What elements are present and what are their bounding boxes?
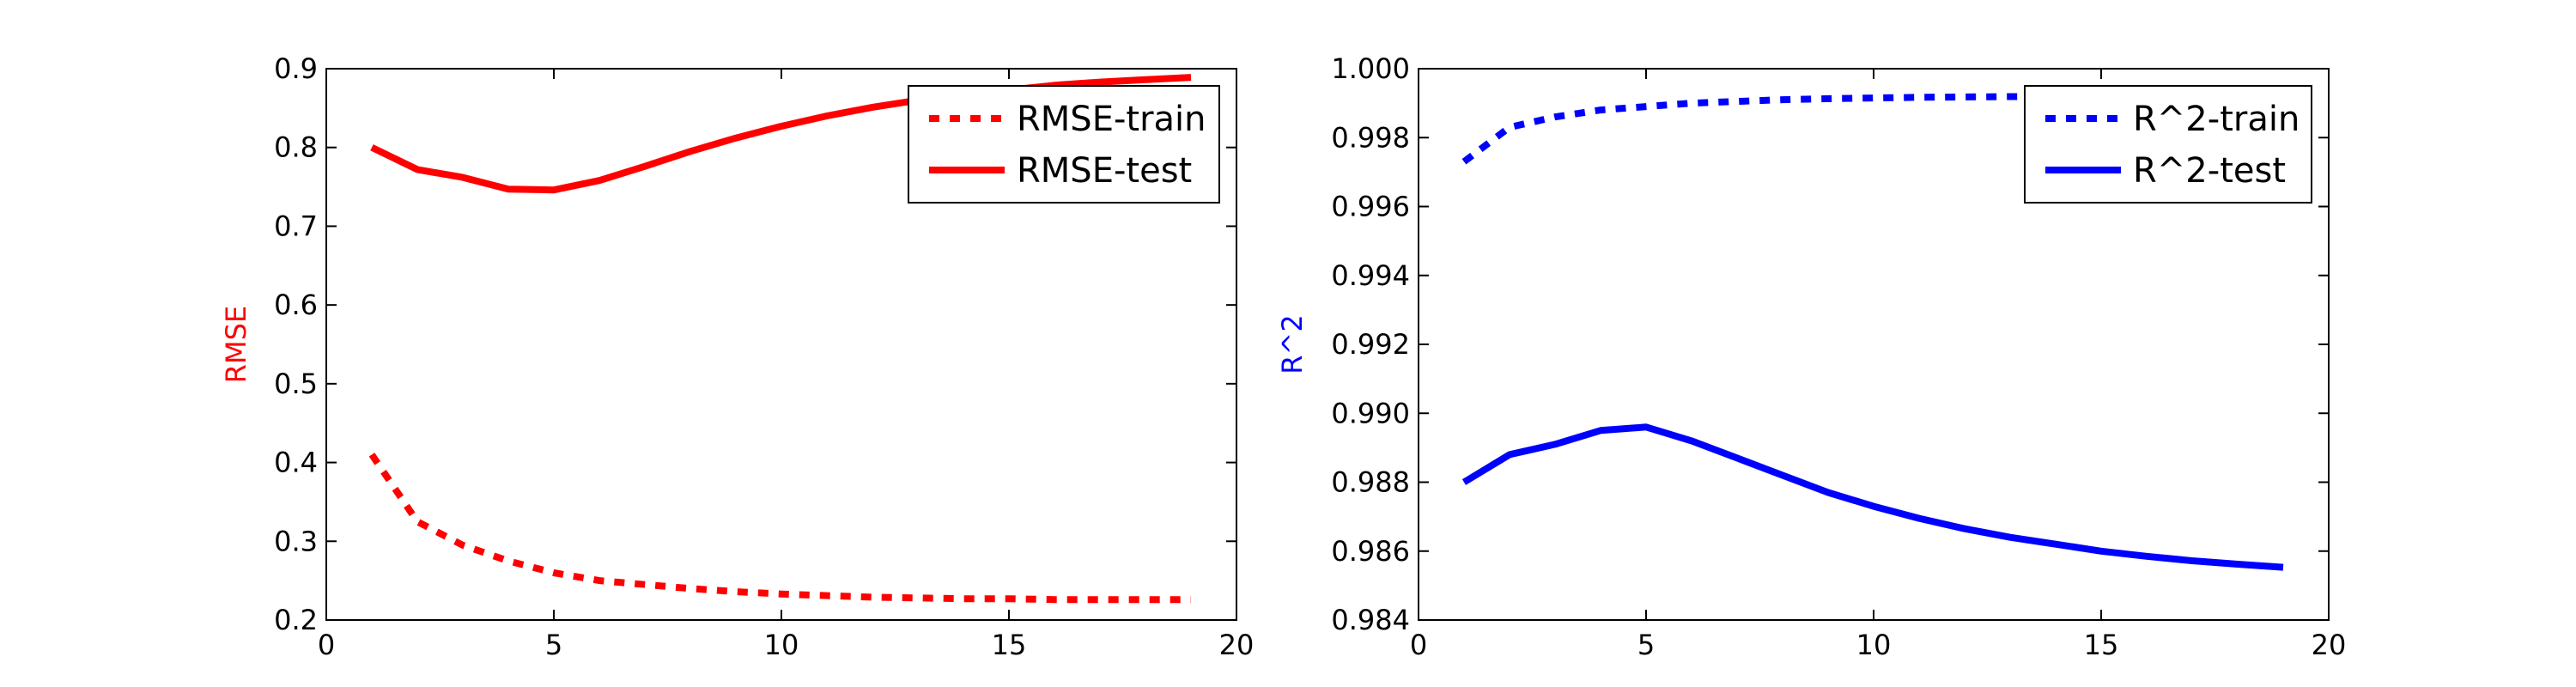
x-tick-label: 20	[2312, 629, 2347, 661]
series-line-rmse-train	[368, 453, 1191, 604]
legend: R^2-train R^2-test	[2024, 85, 2312, 204]
rmse-chart: 0 5 10 15 20 0.2 0.3 0.4 0.5 0.6 0.7 0.8 0.9 RMSE RMSE…	[220, 52, 1254, 661]
legend: RMSE-train RMSE-test	[908, 85, 1220, 204]
y-tick-label: 0.992	[1331, 328, 1410, 361]
y-axis-label: RMSE	[220, 306, 252, 383]
y-tick-label: 0.990	[1331, 397, 1410, 429]
series-line-r-2-test	[1461, 423, 2284, 571]
y-tick-label: 0.8	[274, 131, 318, 164]
y-tick-label: 0.984	[1331, 604, 1410, 636]
legend-entry-label: RMSE-test	[1017, 151, 1192, 191]
y-tick-label: 0.5	[274, 368, 318, 400]
y-tick-label: 0.988	[1331, 466, 1410, 499]
x-tick-label: 5	[545, 629, 562, 661]
x-tick-label: 15	[992, 629, 1027, 661]
y-tick-label: 0.998	[1331, 121, 1410, 154]
legend-entry-label: R^2-train	[2133, 100, 2300, 139]
x-tick-label: 10	[764, 629, 799, 661]
series-line-r-2-train	[1461, 93, 2283, 165]
x-tick-label: 0	[318, 629, 335, 661]
y-tick-label: 0.986	[1331, 535, 1410, 568]
y-tick-label: 0.996	[1331, 191, 1410, 223]
y-tick-label: 0.2	[274, 604, 318, 636]
y-axis-label: R^2	[1276, 314, 1309, 374]
y-tick-label: 0.994	[1331, 259, 1410, 292]
y-tick-label: 0.9	[274, 52, 318, 85]
plot-lines	[1461, 93, 2284, 571]
x-tick-label: 20	[1219, 629, 1255, 661]
y-tick-label: 0.6	[274, 289, 318, 321]
legend-entry-label: RMSE-train	[1017, 100, 1206, 139]
y-tick-label: 0.7	[274, 210, 318, 242]
x-tick-label: 0	[1410, 629, 1427, 661]
legend-box	[908, 85, 1220, 204]
x-tick-label: 15	[2084, 629, 2119, 661]
y-tick-label: 1.000	[1331, 52, 1410, 85]
x-tick-label: 10	[1856, 629, 1892, 661]
x-tick-label: 5	[1637, 629, 1655, 661]
legend-entry-label: R^2-test	[2133, 151, 2286, 191]
y-tick-label: 0.4	[274, 447, 318, 479]
r2-chart: 0 5 10 15 20 0.984 0.986 0.988 0.990 0.992 0.994 0.…	[1276, 52, 2346, 661]
legend-box	[2024, 85, 2312, 204]
y-tick-label: 0.3	[274, 525, 318, 557]
